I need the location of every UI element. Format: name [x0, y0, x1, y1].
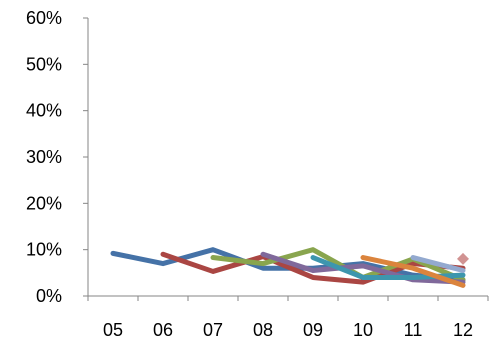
data-point	[213, 249, 214, 250]
data-point	[163, 254, 164, 255]
x-tick-label: 12	[453, 320, 473, 340]
data-point	[313, 249, 314, 250]
data-point	[413, 268, 414, 269]
x-tick-label: 11	[404, 320, 423, 340]
data-point	[263, 263, 264, 264]
data-point	[163, 263, 164, 264]
series-line-4	[260, 251, 466, 285]
x-tick-label: 07	[203, 320, 223, 340]
data-point-marker	[457, 252, 469, 265]
x-tick-label: 06	[153, 320, 173, 340]
data-point	[363, 277, 364, 278]
data-point	[313, 257, 314, 258]
x-tick-label: 10	[353, 320, 373, 340]
data-point	[363, 265, 364, 266]
data-point	[463, 270, 464, 271]
x-tick-label: 05	[103, 320, 123, 340]
series-line-2	[160, 251, 466, 285]
y-tick-label: 0%	[36, 286, 62, 306]
series-line-6	[360, 255, 466, 288]
x-tick-label: 09	[303, 320, 323, 340]
y-axis-ticks	[83, 17, 88, 297]
data-point	[263, 254, 264, 255]
series-line-7	[410, 255, 466, 274]
data-point	[363, 282, 364, 283]
series-line-3	[210, 247, 466, 283]
data-point	[463, 285, 464, 286]
data-point	[463, 282, 464, 283]
data-point	[413, 263, 414, 264]
data-point	[413, 277, 414, 278]
data-point	[413, 257, 414, 258]
series-group	[110, 247, 469, 288]
data-point	[213, 257, 214, 258]
data-point	[363, 257, 364, 258]
x-axis-ticks	[87, 296, 489, 301]
data-point	[263, 268, 264, 269]
data-point	[213, 271, 214, 272]
y-axis-tick-labels: 0% 10% 20% 30% 40% 50% 60%	[26, 8, 62, 306]
data-point	[113, 253, 114, 254]
axes	[83, 17, 489, 301]
y-tick-label: 20%	[26, 193, 62, 213]
data-point	[313, 270, 314, 271]
x-axis-tick-labels: 05 06 07 08 09 10 11 12	[103, 320, 473, 340]
y-tick-label: 30%	[26, 147, 62, 167]
y-tick-label: 50%	[26, 54, 62, 74]
y-tick-label: 10%	[26, 240, 62, 260]
y-tick-label: 40%	[26, 101, 62, 121]
y-tick-label: 60%	[26, 8, 62, 28]
x-tick-label: 08	[253, 320, 273, 340]
data-point	[313, 277, 314, 278]
data-point	[463, 275, 464, 276]
